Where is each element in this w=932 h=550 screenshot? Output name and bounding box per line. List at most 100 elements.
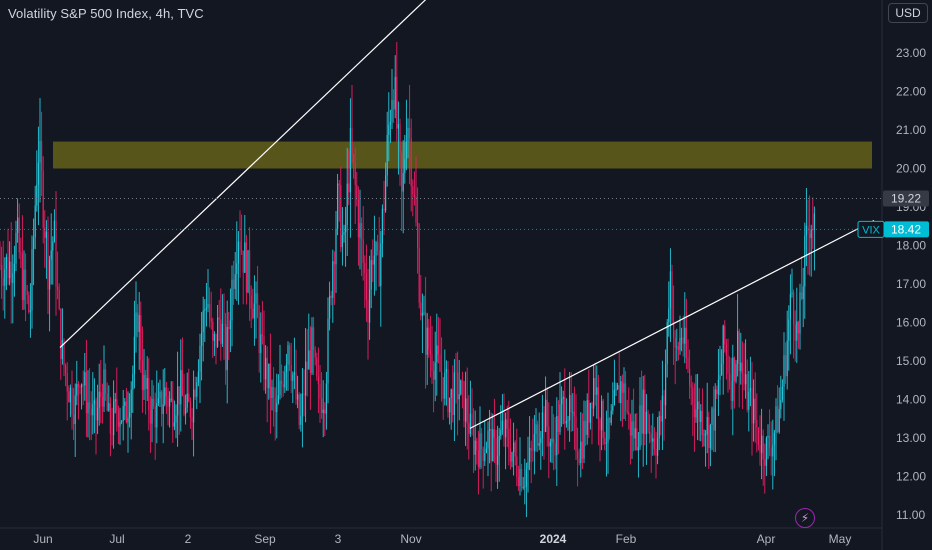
upper-trendline[interactable]	[59, 0, 495, 348]
candle-body	[745, 374, 747, 385]
price-axis[interactable]: 11.00 12.00 13.00 14.00 15.00 16.00 17.00 18.00…	[896, 46, 926, 522]
lightning-bolt-icon[interactable]: ⚡	[795, 508, 815, 528]
candle-body	[370, 260, 372, 290]
candle-body	[154, 405, 156, 428]
candle-body	[124, 401, 126, 406]
candle-body	[49, 259, 51, 290]
resistance-zone[interactable]	[53, 141, 872, 169]
candle-body	[389, 121, 391, 125]
candle-body	[543, 412, 545, 433]
candle-body	[31, 248, 33, 311]
candle-body	[733, 357, 735, 382]
candle-body	[423, 312, 425, 314]
candle-body	[164, 387, 166, 405]
trendlines[interactable]	[59, 0, 875, 429]
candle-body	[300, 416, 302, 425]
candle-body	[292, 374, 294, 381]
candle-body	[346, 183, 348, 225]
candle-body	[799, 292, 801, 334]
candle-body	[593, 378, 595, 409]
candle-body	[381, 208, 383, 244]
candle-body	[529, 448, 531, 462]
candle-body	[226, 326, 228, 371]
candle-body	[357, 199, 359, 238]
candle-body	[535, 424, 537, 435]
candle-body	[36, 184, 38, 206]
candle-body	[377, 242, 379, 251]
candle-body	[682, 337, 684, 344]
candle-body	[546, 399, 548, 427]
y-tick-label: 18.00	[896, 239, 926, 253]
candle-body	[101, 397, 103, 407]
candle-body	[23, 269, 25, 301]
candle-body	[700, 410, 702, 423]
candle-body	[511, 451, 513, 462]
candle-body	[591, 402, 593, 409]
candle-body	[245, 242, 247, 293]
candle-body	[191, 417, 193, 423]
candle-body	[665, 363, 667, 406]
candle-body	[391, 99, 393, 122]
candle-body	[583, 420, 585, 459]
candle-body	[668, 308, 670, 323]
candle-body	[497, 455, 499, 465]
candle-body	[525, 469, 527, 487]
y-tick-label: 23.00	[896, 46, 926, 60]
candle-body	[148, 378, 150, 411]
candle-body	[783, 355, 785, 387]
candle-body	[284, 372, 286, 388]
candle-body	[527, 461, 529, 470]
time-axis[interactable]: Jun Jul 2 Sep 3 Nov 2024 Feb Apr May	[33, 532, 851, 546]
candle-body	[329, 295, 331, 319]
candle-body	[580, 441, 582, 464]
candle-body	[554, 443, 556, 456]
candle-body	[658, 415, 660, 439]
candle-body	[549, 442, 551, 447]
candle-body	[727, 355, 729, 374]
lower-trendline[interactable]	[469, 219, 875, 429]
candle-body	[335, 228, 337, 265]
candle-body	[685, 327, 687, 358]
candle-body	[697, 401, 699, 410]
candle-body	[12, 273, 14, 283]
candle-body	[492, 429, 494, 462]
candle-body	[338, 183, 340, 185]
candle-body	[671, 271, 673, 321]
candle-body	[725, 344, 727, 356]
currency-button[interactable]: USD	[888, 3, 928, 23]
candle-body	[236, 263, 238, 275]
candle-body	[740, 362, 742, 372]
candle-body	[98, 391, 100, 408]
candle-body	[140, 315, 142, 361]
candle-body	[13, 263, 15, 274]
candle-body	[410, 138, 412, 187]
candle-body	[661, 395, 663, 422]
candle-body	[762, 435, 764, 460]
candle-body	[575, 416, 577, 452]
candle-body	[458, 394, 460, 400]
candle-body	[204, 309, 206, 311]
candle-body	[4, 269, 6, 286]
candle-body	[60, 308, 62, 360]
candle-body	[797, 321, 799, 334]
candle-body	[684, 327, 686, 344]
candle-body	[239, 241, 241, 251]
candle-body	[585, 420, 587, 435]
candle-body	[751, 387, 753, 424]
candle-body	[498, 435, 500, 456]
candle-body	[418, 248, 420, 303]
candle-body	[202, 310, 204, 333]
candle-body	[444, 372, 446, 399]
candle-body	[217, 317, 219, 347]
candle-body	[786, 340, 788, 377]
candle-body	[631, 421, 633, 436]
candle-body	[626, 410, 628, 413]
candle-body	[629, 414, 631, 436]
candle-body	[340, 184, 342, 248]
candle-body	[82, 384, 84, 386]
candle-body	[244, 242, 246, 273]
candle-body	[641, 405, 643, 434]
candle-body	[76, 383, 78, 396]
candle-body	[74, 395, 76, 424]
